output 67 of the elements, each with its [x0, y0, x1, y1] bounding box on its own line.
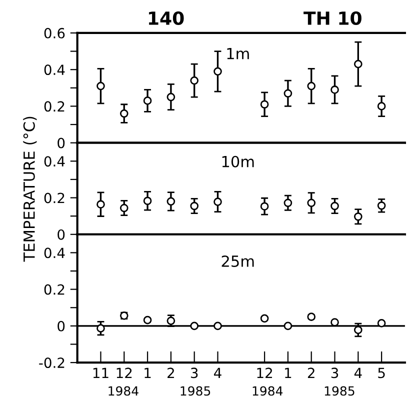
point [354, 326, 362, 334]
y-tick-label: 0 [58, 320, 65, 332]
x-tick-label: 4 [354, 368, 362, 378]
point [120, 109, 128, 118]
x-tick-label: 1 [285, 368, 292, 378]
text: TH 10 [304, 11, 362, 26]
point [96, 200, 105, 209]
y-tick-label: 0 [58, 138, 65, 148]
y-axis-title: TEMPERATURE (°C) [23, 116, 37, 262]
point [354, 212, 362, 221]
point [284, 198, 292, 208]
x-tick-label: 3 [190, 368, 198, 378]
point [330, 318, 339, 326]
point [307, 198, 316, 208]
y-tick-label: 0.4 [44, 248, 65, 258]
point [190, 202, 199, 210]
y-tick-label: 0.2 [44, 101, 64, 112]
point [307, 82, 316, 90]
x-tick-label: 2 [308, 368, 314, 378]
y-tick-label: 0.2 [44, 192, 64, 204]
point [96, 82, 105, 90]
annotation: 25m [222, 255, 254, 268]
x-tick-label: 2 [168, 368, 174, 378]
point [260, 100, 269, 109]
x-tick-label: 4 [214, 368, 222, 378]
y-tick-label: 0.6 [44, 28, 65, 38]
x-tick-label: 1 [144, 368, 151, 378]
text: 1985 [180, 386, 210, 396]
point [330, 202, 339, 210]
point [166, 92, 176, 102]
point [166, 316, 176, 325]
point [284, 89, 292, 98]
annotation: 10m [222, 156, 254, 168]
point [214, 322, 222, 330]
text: 1984 [108, 386, 138, 396]
x-tick-label: 12 [116, 368, 132, 378]
point [143, 316, 152, 324]
point [377, 201, 386, 210]
point [214, 198, 222, 206]
y-tick-label: 0.2 [44, 284, 64, 295]
x-tick-label: 11 [93, 368, 108, 378]
y-tick-label: 0.4 [44, 64, 65, 76]
point [260, 314, 269, 323]
point [143, 96, 152, 105]
point [190, 76, 199, 85]
point [377, 102, 386, 110]
point [190, 322, 199, 330]
point [330, 86, 339, 94]
y-tick-label: 0 [58, 229, 65, 240]
point [260, 202, 269, 211]
point [377, 319, 386, 328]
text: 1985 [324, 386, 354, 396]
y-tick-label: 0.4 [44, 156, 65, 167]
point [214, 67, 222, 76]
text: 140 [148, 11, 184, 26]
x-tick-label: 3 [331, 368, 338, 378]
point [96, 324, 105, 332]
point [354, 60, 362, 68]
x-tick-label: 12 [257, 368, 272, 378]
point [284, 322, 292, 330]
point [166, 197, 176, 206]
point [120, 204, 128, 212]
x-tick-label: 5 [378, 368, 385, 378]
point [143, 196, 152, 206]
text: 1984 [252, 386, 283, 396]
annotation: 1m [227, 48, 249, 60]
y-tick-label: -0.2 [39, 358, 64, 368]
